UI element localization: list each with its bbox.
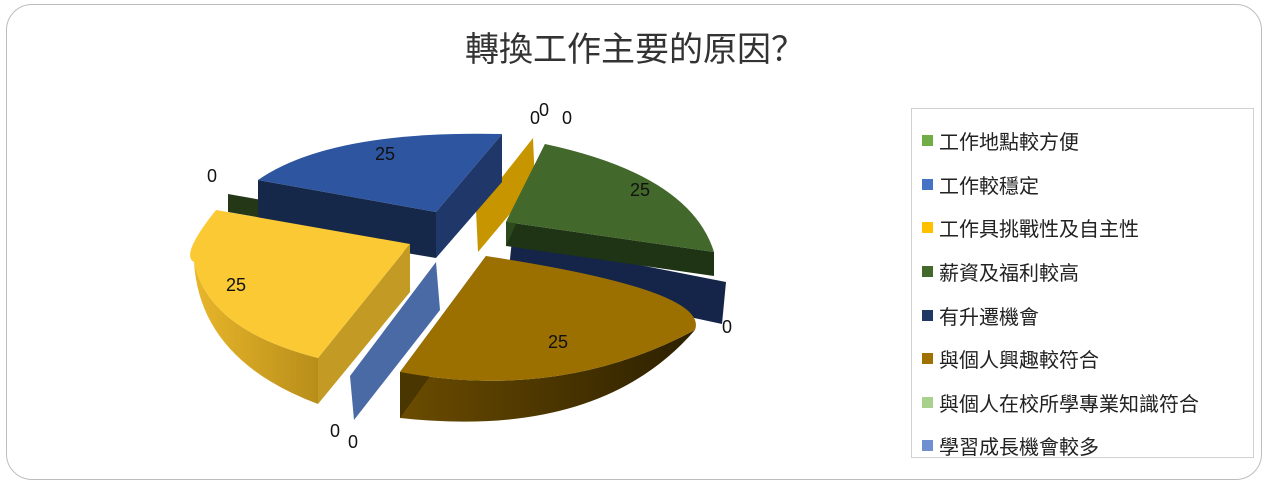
legend-swatch	[922, 309, 933, 321]
data-label: 0	[530, 108, 540, 128]
slice-green-side-front	[506, 222, 714, 276]
slice-yellow	[190, 210, 410, 358]
slice-blue	[258, 133, 502, 212]
legend-item: 工作地點較方便	[922, 119, 1253, 163]
legend-swatch	[922, 440, 933, 452]
data-label: 0	[207, 166, 217, 186]
legend-item: 有升遷機會	[922, 293, 1253, 337]
legend-label: 薪資及福利較高	[939, 261, 1079, 286]
slice-yellow-side-front	[194, 262, 318, 404]
data-label: 25	[226, 275, 246, 295]
slice-blue-side-right	[436, 134, 502, 258]
legend-label: 工作地點較方便	[939, 130, 1079, 155]
legend-swatch	[922, 396, 933, 408]
data-label: 25	[630, 180, 650, 200]
legend-label: 工作較穩定	[939, 173, 1039, 198]
chart-legend: 工作地點較方便 工作較穩定工作具挑戰性及自主性 薪資及福利較高 有升遷機會與個人興趣較…	[911, 108, 1254, 459]
slice-brown	[400, 256, 696, 381]
legend-item: 學習成長機會較多	[922, 424, 1253, 468]
legend-swatch	[922, 222, 933, 234]
legend-swatch	[922, 178, 933, 190]
legend-label: 工作具挑戰性及自主性	[939, 217, 1139, 242]
legend-swatch	[922, 353, 933, 365]
legend-label: 與個人在校所學專業知識符合	[939, 391, 1199, 416]
slice-yellow-side-right	[318, 244, 410, 404]
legend-item: 工作較穩定	[922, 163, 1253, 207]
slice-brown-side-front	[400, 330, 695, 422]
legend-swatch	[922, 266, 933, 278]
legend-item: 工作具挑戰性及自主性	[922, 206, 1253, 250]
data-label: 0	[562, 108, 572, 128]
chart-title: 轉換工作主要的原因？	[465, 30, 805, 70]
data-label: 0	[539, 100, 549, 120]
slice-sliver-gold	[476, 138, 535, 252]
legend-label: 與個人興趣較符合	[939, 348, 1099, 373]
slice-green	[506, 144, 714, 252]
slice-sliver-blue	[350, 262, 440, 420]
legend-item: 薪資及福利較高	[922, 250, 1253, 294]
legend-label: 有升遷機會	[939, 304, 1039, 329]
data-label: 0	[330, 421, 340, 441]
data-label: 25	[375, 144, 395, 164]
legend-label: 學習成長機會較多	[939, 435, 1099, 460]
data-label: 0	[348, 432, 358, 452]
legend-item: 與個人在校所學專業知識符合	[922, 381, 1253, 425]
legend-swatch	[922, 135, 933, 147]
legend-item: 與個人興趣較符合	[922, 337, 1253, 381]
data-label: 25	[548, 332, 568, 352]
slice-blue-side	[258, 180, 436, 258]
data-label: 0	[722, 317, 732, 337]
